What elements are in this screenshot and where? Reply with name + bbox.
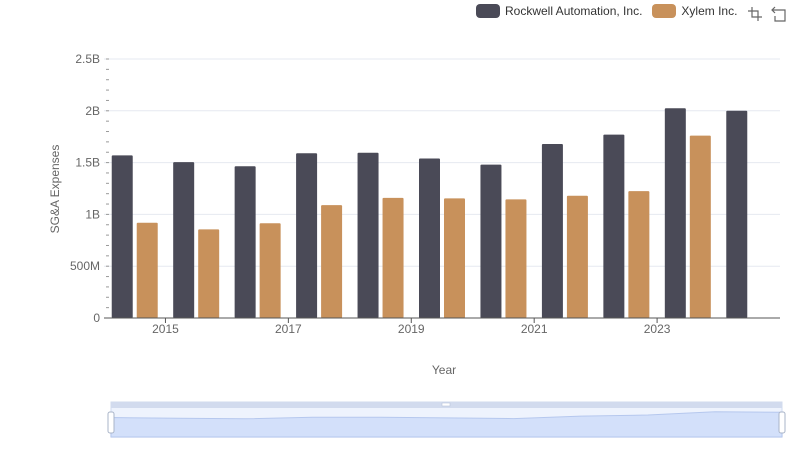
toolbox (747, 6, 795, 22)
legend-swatch (476, 4, 500, 18)
bar-rockwell-2017[interactable] (296, 153, 318, 318)
bar-rockwell-2015[interactable] (173, 162, 195, 318)
data-zoom-slider[interactable] (107, 401, 786, 438)
bar-rockwell-2021[interactable] (541, 143, 563, 318)
x-tick-label: 2023 (644, 322, 671, 336)
x-axis-label: Year (432, 363, 456, 377)
bar-rockwell-2018[interactable] (357, 152, 379, 318)
legend-item-rockwell[interactable]: Rockwell Automation, Inc. (476, 4, 642, 18)
zoom-icon[interactable] (747, 6, 763, 22)
legend-label: Rockwell Automation, Inc. (505, 4, 643, 18)
bar-xylem-2023[interactable] (689, 135, 711, 318)
y-tick-label: 2.5B (75, 52, 100, 66)
bar-xylem-2014[interactable] (136, 222, 158, 318)
bar-xylem-2015[interactable] (198, 229, 220, 318)
y-tick-label: 500M (70, 259, 100, 273)
y-axis-label: SG&A Expenses (48, 145, 62, 234)
bar-xylem-2020[interactable] (505, 199, 527, 318)
x-tick-label: 2015 (152, 322, 179, 336)
y-tick-label: 2B (85, 104, 100, 118)
bar-xylem-2021[interactable] (566, 195, 588, 318)
bar-rockwell-2020[interactable] (480, 164, 502, 318)
bar-rockwell-2014[interactable] (111, 155, 133, 318)
restore-icon[interactable] (771, 6, 787, 22)
y-tick-label: 0 (93, 311, 100, 325)
bars (111, 108, 748, 319)
bar-xylem-2019[interactable] (444, 198, 465, 318)
y-axis-ticks: 0 500M 1B 1.5B 2B 2.5B (70, 52, 109, 325)
data-zoom-move-handle[interactable] (441, 402, 451, 407)
legend-item-xylem[interactable]: Xylem Inc. (652, 4, 737, 18)
legend-label: Xylem Inc. (681, 4, 738, 18)
bar-rockwell-2023[interactable] (664, 108, 686, 319)
legend: Rockwell Automation, Inc. Xylem Inc. (476, 4, 747, 18)
data-zoom-handle-right[interactable] (778, 411, 786, 434)
data-zoom-handle-left[interactable] (107, 411, 115, 434)
data-zoom-preview (110, 411, 783, 438)
x-tick-label: 2021 (521, 322, 548, 336)
bar-xylem-2022[interactable] (628, 191, 650, 318)
bar-xylem-2017[interactable] (321, 205, 343, 318)
bar-rockwell-2019[interactable] (419, 158, 440, 318)
x-axis-ticks: 2015 2017 2019 2021 2023 (152, 318, 671, 336)
legend-swatch (652, 4, 677, 18)
y-tick-label: 1B (85, 207, 100, 221)
bar-rockwell-2022[interactable] (603, 134, 625, 318)
x-tick-label: 2019 (398, 322, 425, 336)
y-tick-label: 1.5B (75, 156, 100, 170)
bar-xylem-2016[interactable] (259, 223, 281, 318)
bar-rockwell-2016[interactable] (234, 166, 256, 318)
bar-rockwell-2024[interactable] (726, 110, 748, 318)
x-tick-label: 2017 (275, 322, 302, 336)
bar-xylem-2018[interactable] (382, 197, 404, 318)
